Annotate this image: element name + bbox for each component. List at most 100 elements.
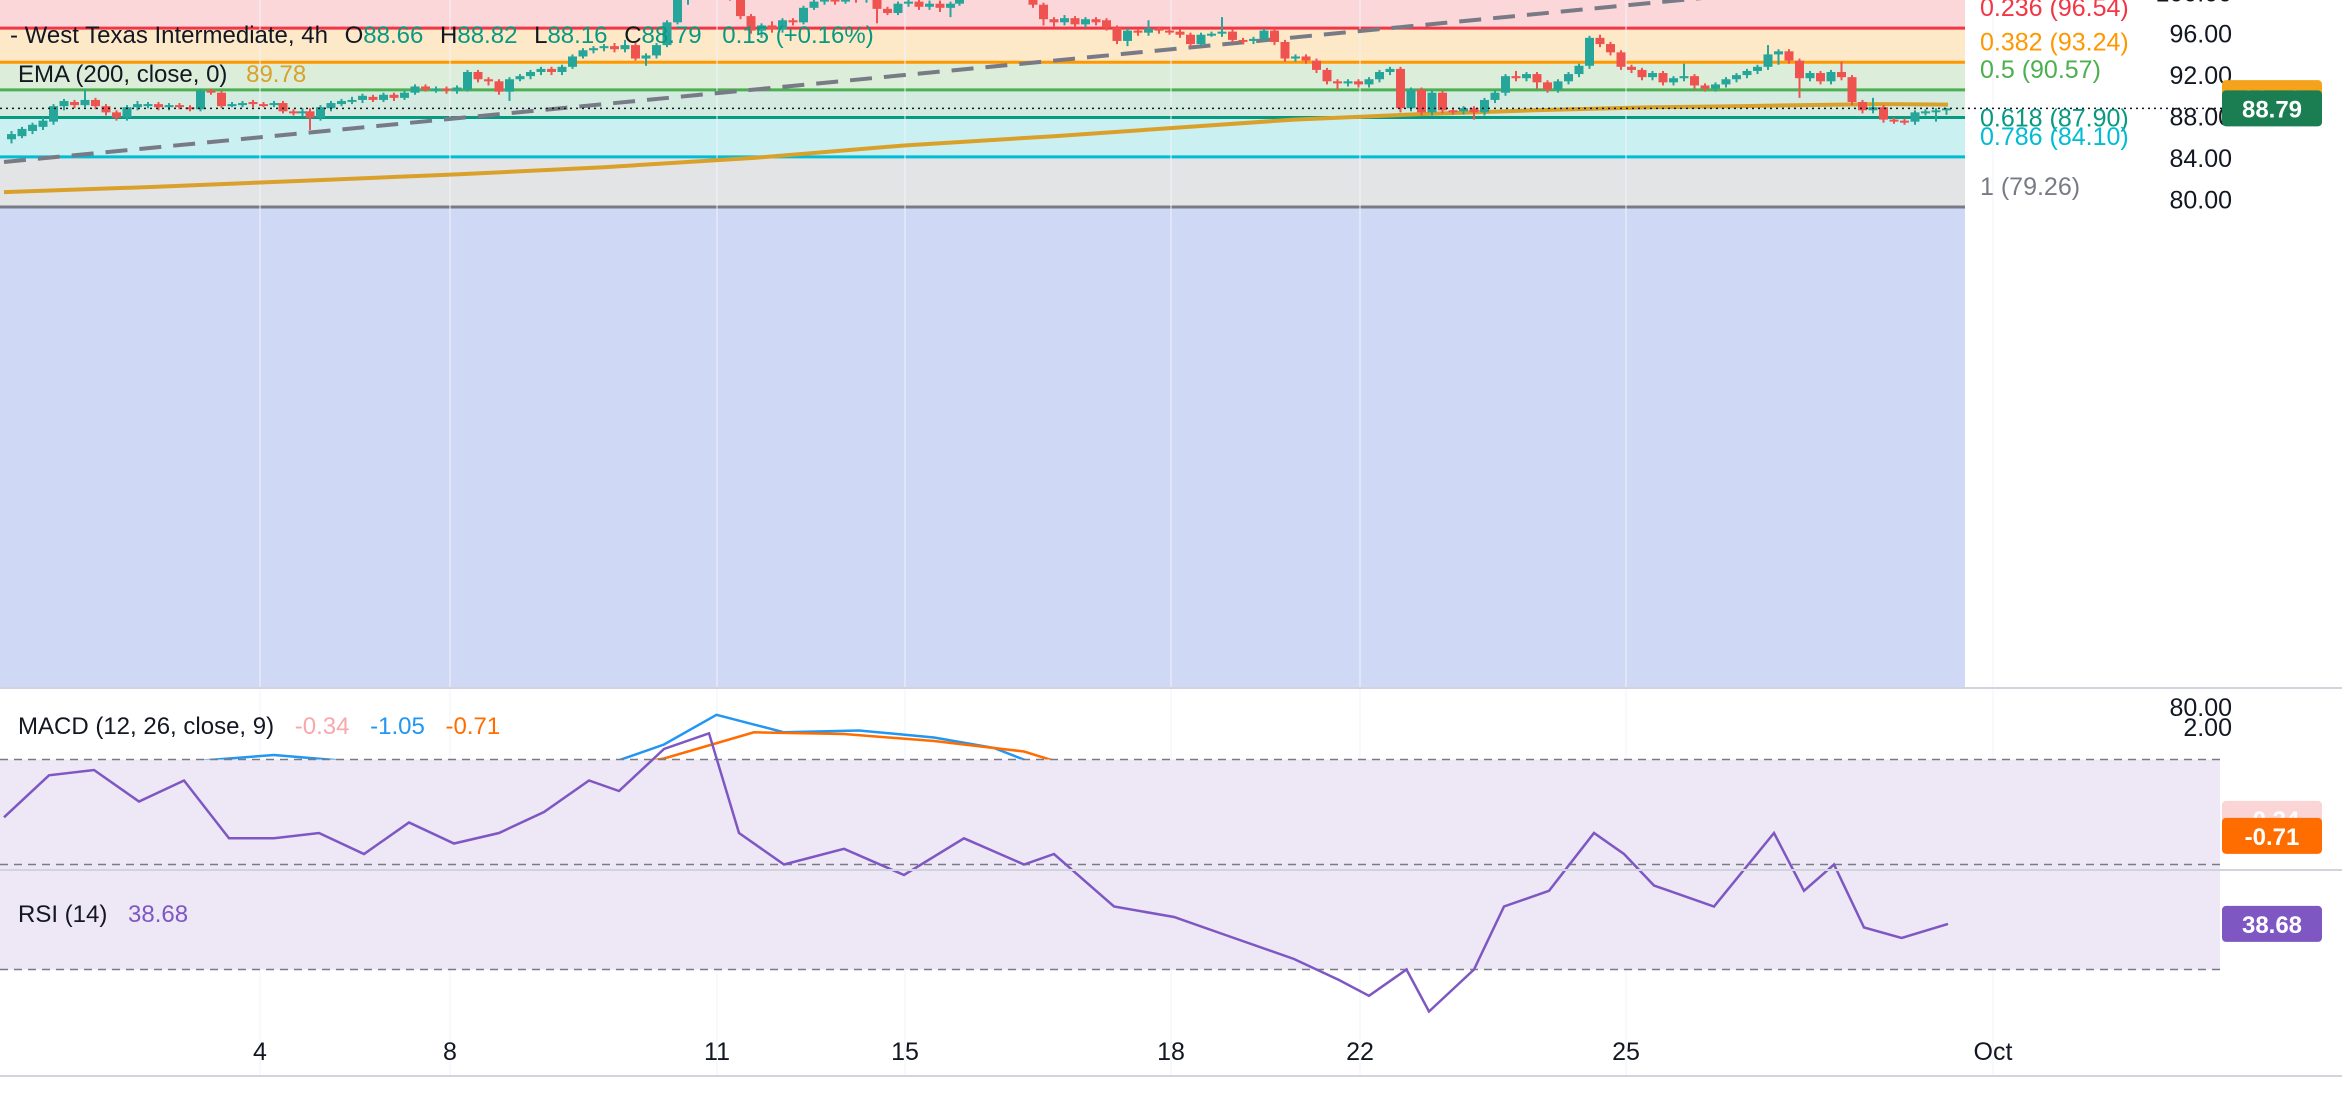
candle-body (841, 0, 850, 2)
close-value: 88.79 (642, 22, 702, 49)
macd-signal-tag-text: -0.71 (2245, 824, 2300, 851)
candle-body (442, 88, 451, 91)
candle-body (400, 92, 409, 98)
candle-body (925, 3, 934, 7)
candle-body (610, 46, 619, 50)
ema-line[interactable] (3, 102, 1949, 195)
candle-body (568, 56, 577, 67)
trend-line[interactable] (3, 0, 1954, 165)
candle-body (1249, 38, 1258, 41)
candle-body (1805, 73, 1815, 79)
macd-signal-value: -0.71 (446, 713, 501, 740)
current-price-tag-text: 88.79 (2242, 96, 2302, 123)
candle-body (662, 22, 672, 46)
rsi-pane[interactable] (0, 731, 2220, 1014)
candle-body (1406, 89, 1416, 109)
candle-body (1438, 92, 1447, 111)
candle-body (526, 71, 535, 77)
candle-body (1238, 39, 1248, 42)
candle-body (1763, 54, 1773, 67)
candle-body (1469, 108, 1479, 113)
candle-body (1942, 108, 1951, 111)
candle-body (154, 104, 163, 108)
candle-body (368, 96, 378, 100)
current-price-tag-box (2222, 90, 2322, 127)
fib-labels: 0 (101.87)0.236 (96.54)0.382 (93.24)0.5 … (1980, 0, 2129, 201)
candle-body (1301, 56, 1311, 61)
candle-body (1417, 89, 1426, 113)
candle-body (1133, 30, 1143, 33)
candle-body (1742, 70, 1752, 76)
candle-body (463, 71, 472, 90)
date-axis-label: 11 (704, 1038, 730, 1066)
candle-body (1931, 110, 1941, 113)
candle-body (788, 20, 798, 23)
rsi-legend: RSI (14) 38.68 (18, 901, 188, 928)
candle-body (1028, 0, 1038, 5)
ema-label: EMA (200, close, 0) (18, 61, 227, 88)
rsi-tag-text: 38.68 (2242, 912, 2302, 939)
candle-body (872, 0, 882, 9)
candle-body (70, 102, 79, 106)
candle-body (809, 1, 819, 8)
candle-body (757, 25, 766, 31)
candle-body (547, 68, 556, 72)
candle-body (1910, 112, 1920, 122)
candle-body (1690, 76, 1699, 86)
candle-body (673, 0, 682, 23)
candle-body (830, 0, 840, 2)
candle-body (38, 120, 48, 127)
candle-body (1186, 34, 1195, 45)
candle-body (1711, 84, 1720, 89)
candle-body (1144, 28, 1153, 33)
candle-body (820, 0, 829, 2)
price-axis-label: 84.00 (2169, 145, 2232, 173)
candle-body (1847, 77, 1857, 103)
candle-body (1700, 85, 1710, 89)
candle-body (196, 90, 205, 110)
candle-body (431, 88, 441, 91)
open-value: 88.66 (363, 22, 423, 49)
candle-body (1196, 34, 1206, 45)
macd-signal-tag: -0.71 (2222, 817, 2322, 854)
candle-body (536, 68, 546, 72)
candle-body (421, 86, 430, 90)
legend-ema: EMA (200, close, 0) 89.78 (18, 61, 306, 88)
candle-body (1921, 111, 1930, 114)
candle-body (1585, 37, 1594, 66)
price-axis-label: 88.00 (2169, 104, 2232, 132)
fib-label: 0.5 (90.57) (1980, 56, 2101, 84)
candle-body (1123, 30, 1132, 41)
date-axis-label: 25 (1612, 1038, 1640, 1066)
macd-line-value: -1.05 (370, 713, 425, 740)
date-axis-label: 15 (891, 1038, 919, 1066)
axes: 104.00100.0096.0092.0088.0084.0080.002.0… (0, 0, 2342, 1077)
candle-body (620, 45, 630, 50)
candle-body (494, 81, 504, 92)
candle-body (175, 105, 184, 108)
fib-band (0, 117, 1965, 157)
fib-label: 0.236 (96.54) (1980, 0, 2129, 22)
candle-body (1081, 19, 1090, 25)
ema-value: 89.78 (246, 61, 306, 88)
candles[interactable] (0, 0, 2225, 144)
candle-body (1448, 110, 1458, 113)
candle-body (1375, 71, 1384, 80)
candle-body (1774, 51, 1783, 55)
candle-body (1658, 73, 1668, 83)
candle-body (133, 104, 142, 108)
candle-body (1333, 81, 1342, 84)
fib-label: 1 (79.26) (1980, 173, 2080, 201)
candle-body (1543, 82, 1552, 90)
candle-body (1175, 31, 1185, 35)
candle-body (1259, 30, 1269, 39)
candle-body (227, 104, 237, 107)
fib-label: 0.786 (84.10) (1980, 123, 2129, 151)
candle-body (914, 1, 924, 7)
candle-body (7, 134, 16, 140)
candle-body (746, 16, 756, 31)
open-label: O (345, 22, 364, 49)
candle-body (1879, 107, 1888, 120)
candle-body (389, 94, 399, 98)
